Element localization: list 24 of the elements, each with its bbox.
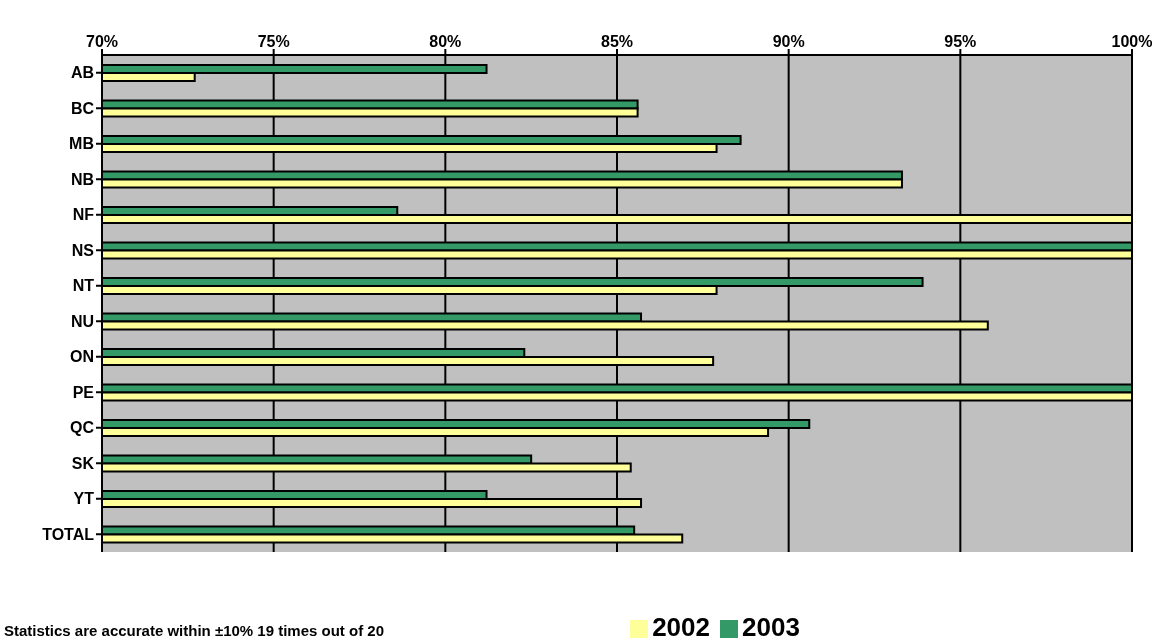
y-tick-label: YT	[73, 490, 95, 508]
y-tick-label: NF	[72, 206, 95, 224]
y-tick-label: NS	[71, 241, 95, 259]
y-tick-label: TOTAL	[42, 525, 95, 543]
x-tick-label: 100%	[1111, 33, 1153, 50]
text: Statistics are accurate within ±10% 19 times out of 20	[4, 622, 385, 639]
y-tick-label: AB	[70, 64, 94, 82]
y-tick-label: PE	[72, 383, 95, 401]
x-tick-label: 85%	[600, 33, 634, 50]
y-tick-label: MB	[69, 135, 94, 153]
x-tick-label: 70%	[85, 33, 119, 50]
x-tick-label: 95%	[944, 33, 977, 50]
y-tick-label: ON	[70, 348, 94, 366]
x-tick-label: 80%	[429, 33, 462, 50]
y-tick-label: NU	[70, 312, 94, 330]
legend-label: 2003	[742, 612, 800, 642]
y-tick-label: NB	[70, 170, 94, 188]
y-tick-label: QC	[70, 419, 95, 437]
legend-label: 2002	[652, 612, 710, 642]
y-tick-label: BC	[70, 99, 95, 117]
y-tick-label: SK	[71, 454, 95, 472]
x-tick-label: 90%	[772, 33, 805, 50]
y-tick-label: NT	[72, 277, 95, 295]
x-tick-label: 75%	[257, 33, 290, 50]
